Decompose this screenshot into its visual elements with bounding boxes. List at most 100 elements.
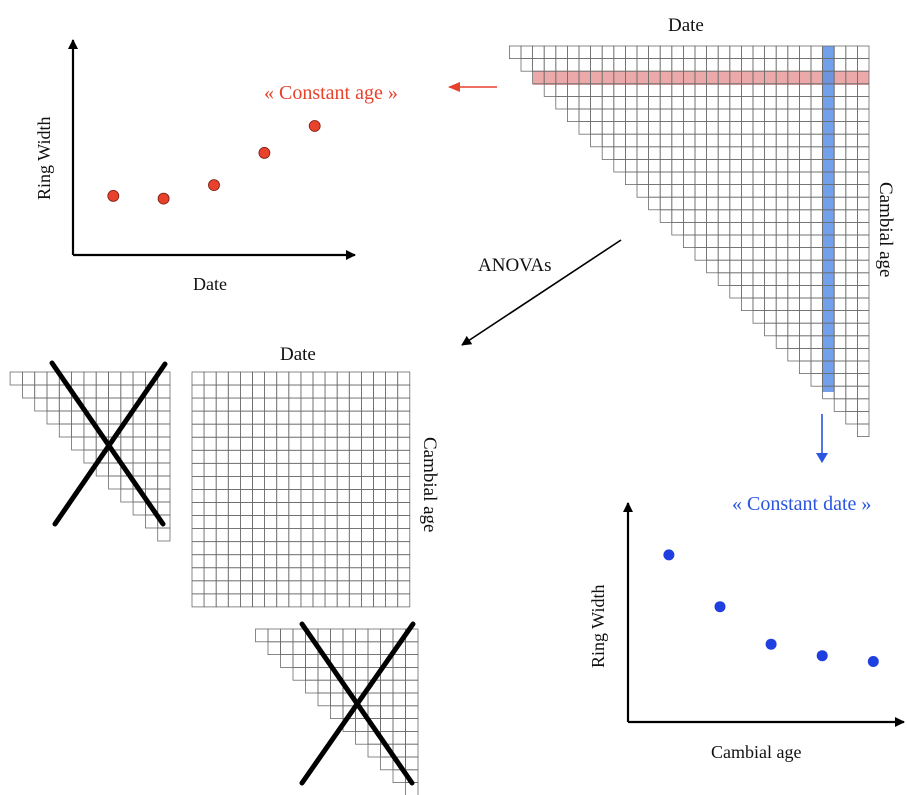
grid-cell [799,45,812,60]
grid-cell [799,83,812,97]
grid-cell [845,158,858,173]
grid-cell [729,259,742,274]
grid-cell [543,83,557,97]
grid-cell [810,310,824,324]
grid-cell [252,567,266,582]
grid-cell [717,171,731,186]
grid-cell [752,158,766,173]
grid-cell [799,272,812,286]
grid-cell [239,528,253,543]
grid-cell [671,221,684,236]
grid-cell [787,45,800,60]
grid-cell [787,146,800,160]
grid-cell [360,384,374,399]
grid-cell [21,371,36,386]
grid-cell [288,397,302,412]
grid-cell [276,567,290,582]
grid-cell [799,171,812,186]
grid-cell [239,410,253,425]
grid-cell [659,58,673,72]
grid-cell [787,297,800,312]
grid-cell [717,45,731,60]
grid-cell [567,58,580,72]
grid-cell [857,335,870,349]
grid-cell [810,360,824,375]
grid-cell [239,489,253,503]
grid-cell [83,449,97,464]
grid-cell [405,654,419,668]
grid-cell [671,121,684,135]
grid-cell [360,449,374,464]
grid-cell [373,410,387,425]
grid-cell [567,83,580,97]
grid-cell [764,209,777,223]
grid-cell [355,667,369,681]
grid-cell [845,284,858,299]
grid-cell [203,515,217,529]
grid-cell [252,462,266,477]
grid-cell [405,692,419,707]
grid-cell [764,322,777,337]
grid-cell [833,171,847,186]
middle-date-label: Date [280,344,316,365]
grid-cell [845,297,858,312]
grid-cell [857,171,870,186]
grid-cell [360,436,374,451]
grid-cell [267,628,281,643]
grid-cell [683,121,696,135]
grid-cell [857,58,870,72]
grid-cell [636,83,650,97]
grid-cell [203,541,217,556]
grid-cell [252,449,266,464]
grid-cell [203,528,217,543]
grid-cell [578,83,592,97]
grid-cell [215,580,229,595]
grid-cell [120,384,134,399]
grid-cell [355,628,369,643]
grid-cell [300,384,314,399]
grid-cell [215,384,229,399]
grid-cell [741,121,754,135]
grid-cell [380,756,394,771]
grid-cell [659,158,673,173]
grid-cell [775,108,789,123]
grid-cell [648,196,661,211]
grid-cell [397,567,411,582]
grid-cell [741,196,754,211]
data-point [308,120,321,132]
anovas-label: ANOVAs [478,255,552,276]
grid-cell [83,436,97,451]
grid-cell [215,462,229,477]
grid-cell [857,322,870,337]
grid-cell [373,567,387,582]
grid-cell [330,705,344,719]
grid-cell [683,108,696,123]
grid-cell [397,593,411,608]
grid-cell [810,272,824,286]
data-point [107,189,120,202]
grid-cell [590,121,603,135]
grid-cell [729,96,742,110]
grid-cell [799,347,812,362]
grid-cell [857,133,870,148]
grid-cell [144,436,159,451]
grid-cell [264,397,278,412]
grid-cell [360,410,374,425]
grid-cell [227,397,241,412]
grid-cell [108,397,122,412]
grid-cell [764,108,777,123]
grid-cell [144,397,159,412]
grid-cell [58,397,72,412]
grid-cell [845,58,858,72]
grid-cell [787,209,800,223]
grid-cell [799,96,812,110]
grid-cell [373,541,387,556]
grid-cell [833,58,847,72]
grid-cell [775,58,789,72]
grid-cell [764,272,777,286]
grid-cell [810,158,824,173]
grid-cell [348,449,362,464]
grid-cell [348,423,362,438]
grid-cell [833,196,847,211]
